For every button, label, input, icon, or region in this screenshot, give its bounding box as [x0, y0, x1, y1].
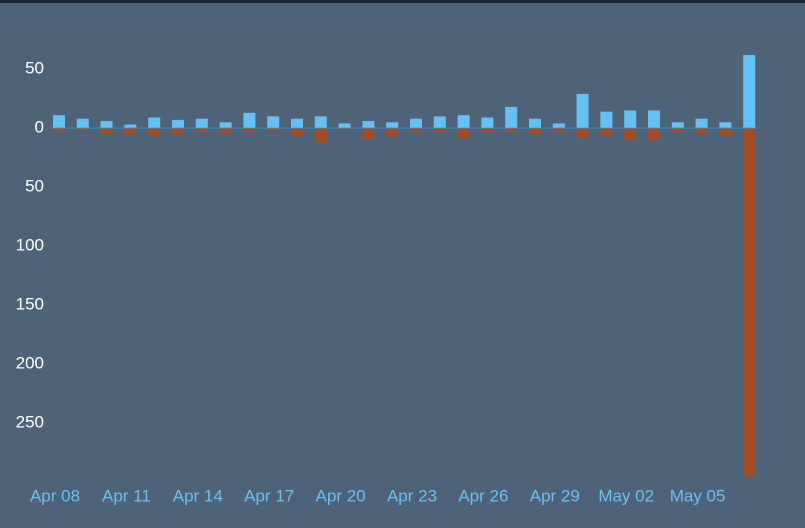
bar: [457, 115, 470, 129]
bar: [552, 123, 565, 129]
bar: [172, 128, 184, 135]
bar: [53, 115, 65, 129]
y-tick-label: 50: [25, 59, 44, 78]
bar: [648, 110, 660, 129]
bar: [386, 128, 399, 137]
bar: [267, 128, 280, 131]
bar: [743, 55, 756, 129]
bar: [172, 119, 184, 129]
bar: [338, 128, 351, 130]
bar: [505, 128, 518, 132]
bar: [291, 128, 303, 136]
bar: [624, 110, 637, 129]
bar: [648, 128, 660, 140]
top-border: [0, 0, 805, 3]
bar: [671, 122, 684, 129]
bar: [219, 122, 232, 129]
bar: [124, 128, 137, 135]
bar: [719, 128, 732, 136]
bar: [505, 106, 518, 129]
x-tick-label: Apr 14: [173, 486, 223, 505]
bar: [267, 116, 280, 129]
bar: [529, 128, 541, 135]
x-tick-label: Apr 20: [316, 486, 366, 505]
bar: [314, 128, 327, 143]
bar: [457, 128, 470, 138]
bar: [600, 111, 613, 129]
bar: [148, 128, 161, 136]
bar: [576, 93, 589, 129]
bar: [410, 118, 422, 129]
y-tick-label: 150: [16, 295, 44, 314]
x-tick-label: May 05: [670, 486, 726, 505]
bar: [100, 121, 113, 129]
bar: [719, 122, 732, 129]
bar: [600, 128, 613, 136]
bar: [195, 128, 208, 132]
x-tick-label: Apr 23: [387, 486, 437, 505]
bar: [338, 123, 351, 129]
y-tick-label: 0: [35, 118, 44, 137]
bar: [124, 124, 137, 129]
x-tick-label: Apr 26: [458, 486, 508, 505]
x-tick-label: Apr 08: [30, 486, 80, 505]
bar: [219, 128, 232, 133]
bar: [195, 118, 208, 129]
bar: [576, 128, 589, 138]
bar: [386, 122, 399, 129]
x-tick-label: Apr 17: [244, 486, 294, 505]
bar: [76, 128, 89, 131]
bar: [743, 128, 756, 477]
bar: [148, 117, 161, 129]
bar: [100, 128, 113, 135]
y-tick-label: 200: [16, 354, 44, 373]
bar: [671, 128, 684, 132]
bar: [362, 128, 375, 139]
bar: [695, 128, 708, 133]
bar: [481, 128, 494, 132]
x-tick-label: Apr 29: [530, 486, 580, 505]
bar: [433, 128, 446, 132]
bar: [529, 118, 541, 129]
y-tick-label: 250: [16, 413, 44, 432]
bar: [53, 128, 65, 132]
bar: [552, 128, 565, 132]
bar: [481, 117, 494, 129]
y-tick-label: 50: [25, 177, 44, 196]
bar: [314, 116, 327, 129]
bar: [624, 128, 637, 140]
bar: [695, 118, 708, 129]
bar: [410, 128, 422, 132]
x-tick-label: Apr 11: [102, 486, 151, 505]
bar: [291, 118, 303, 129]
x-tick-label: May 02: [598, 486, 654, 505]
bar: [76, 118, 89, 129]
bar: [362, 121, 375, 129]
y-tick-label: 100: [16, 236, 44, 255]
bar: [243, 112, 256, 129]
bar: [243, 128, 256, 132]
bar: [433, 116, 446, 129]
